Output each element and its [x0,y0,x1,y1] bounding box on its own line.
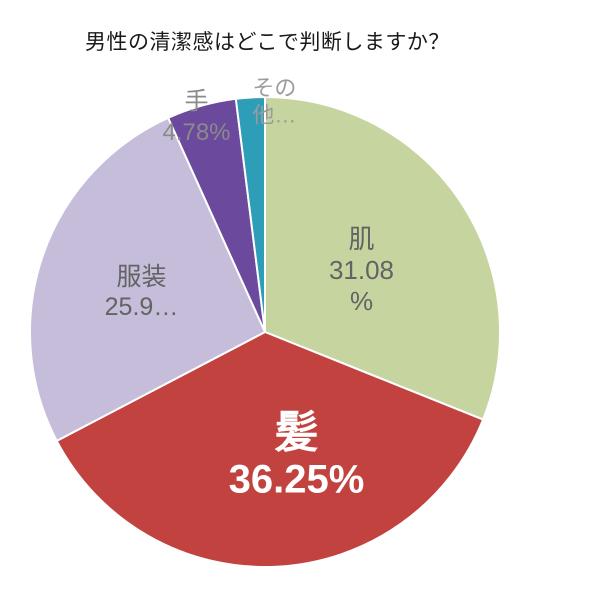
pie-slice-0[interactable] [264,96,502,421]
pie-slice-label-3: 手 4.78% [162,88,230,146]
pie-slice-label-2: 服装 25.9… [105,263,179,321]
pie-slice-label-0: 肌 31.08% [329,224,394,316]
chart-title: 男性の清潔感はどこで判断しますか？ [85,31,450,54]
pie-slice-label-4: その他… [252,76,296,128]
pie-slice-4[interactable] [234,96,266,333]
pie-slice-1[interactable] [55,331,485,569]
pie-slice-label-1: 髪 36.25% [229,408,365,502]
pie-slice-2[interactable] [29,116,266,442]
